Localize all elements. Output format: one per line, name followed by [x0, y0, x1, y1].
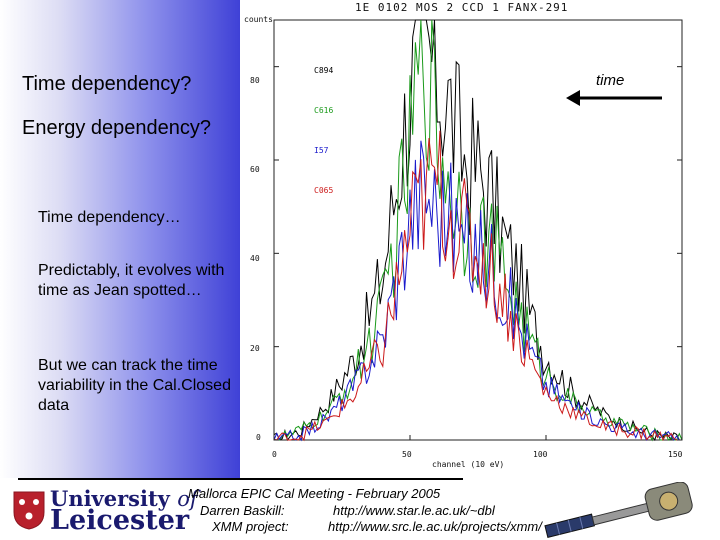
speaker-name: Darren Baskill:: [200, 503, 285, 518]
spectrum-chart: [273, 19, 683, 442]
xmm-project-url: http://www.src.le.ac.uk/projects/xmm/: [328, 519, 542, 534]
time-annotation: time: [596, 72, 625, 89]
series-line-c065: [273, 130, 682, 442]
series-line-i57: [273, 140, 682, 442]
series-line-c616: [274, 19, 683, 442]
para-evolves: Predictably, it evolves with time as Jea…: [38, 262, 225, 299]
y-tick-60: 60: [250, 165, 260, 174]
footer: [0, 478, 720, 540]
para-time-dependency: Time dependency…: [38, 209, 181, 226]
university-of: of: [177, 487, 198, 511]
xmm-satellite-icon: [544, 482, 693, 539]
university-name-line1: University of: [50, 486, 198, 511]
series-line-c894: [273, 19, 682, 442]
university-word: University: [50, 486, 170, 511]
plot-header: 1E 0102 MOS 2 CCD 1 FANX-291: [355, 1, 569, 14]
plot-frame: [273, 19, 683, 441]
y-tick-80: 80: [250, 76, 260, 85]
xmm-project-label: XMM project:: [212, 519, 289, 534]
x-axis-label: channel (10 eV): [432, 460, 505, 469]
tick-layer: [273, 66, 683, 441]
legend-i57: I57: [314, 146, 329, 155]
time-arrow: [566, 90, 662, 106]
x-tick-50: 50: [402, 450, 412, 459]
y-tick-0: 0: [256, 433, 261, 442]
university-crest-icon: [13, 491, 45, 530]
plot-area: [240, 0, 720, 478]
meeting-title: Mallorca EPIC Cal Meeting - February 200…: [188, 486, 441, 501]
y-tick-40: 40: [250, 254, 260, 263]
question-energy: Energy dependency?: [22, 117, 212, 139]
para-track: But we can track the time variability in…: [38, 357, 231, 414]
x-tick-150: 150: [668, 450, 683, 459]
legend-c616: C616: [314, 106, 334, 115]
question-time: Time dependency?: [22, 73, 192, 95]
speaker-url: http://www.star.le.ac.uk/~dbl: [333, 503, 495, 518]
x-tick-100: 100: [533, 450, 548, 459]
time-arrow-head: [566, 90, 580, 106]
footer-rule: [18, 478, 463, 480]
y-axis-label: counts: [244, 15, 273, 24]
series-layer: [273, 19, 683, 442]
left-gradient-panel: [0, 0, 242, 478]
legend-c065: C065: [314, 186, 334, 195]
x-tick-0: 0: [272, 450, 277, 459]
university-name-line2: Leicester: [50, 505, 190, 536]
y-tick-20: 20: [250, 344, 260, 353]
legend-c894: C894: [314, 66, 334, 75]
